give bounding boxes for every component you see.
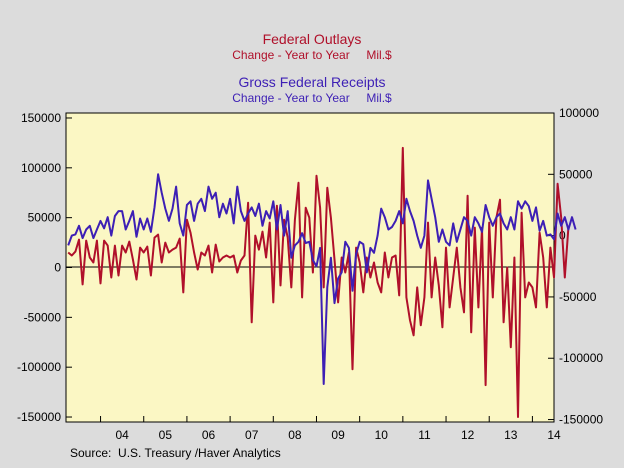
x-axis-tick-label: 14 [547, 428, 561, 442]
left-axis-tick-label: -150000 [17, 410, 61, 424]
source-note: Source: U.S. Treasury /Haver Analytics [70, 446, 281, 460]
x-axis-tick-label: 05 [159, 428, 173, 442]
series-layer [67, 146, 577, 418]
right-axis-tick-label: -100000 [559, 351, 603, 365]
left-axis-tick-label: -100000 [17, 360, 61, 374]
series-line-outlays [67, 146, 570, 418]
chart-subtitle-outlays: Change - Year to Year Mil.$ [232, 48, 392, 62]
right-axis-tick-label: -50000 [559, 290, 597, 304]
right-axis-tick-label: -150000 [559, 413, 603, 427]
x-axis-tick-label: 11 [418, 428, 431, 442]
left-axis-tick-label: 0 [54, 261, 61, 275]
left-axis-tick-label: 50000 [28, 211, 62, 225]
chart-title-receipts: Gross Federal Receipts [238, 74, 385, 90]
x-axis: 04 05 06 07 08 09 10 11 12 13 14 [100, 416, 561, 442]
x-axis-tick-label: 07 [245, 428, 259, 442]
x-axis-tick-label: 12 [461, 428, 475, 442]
left-axis-tick-label: -50000 [24, 310, 62, 324]
chart-title-outlays: Federal Outlays [263, 31, 362, 47]
x-axis-tick-label: 06 [202, 428, 216, 442]
left-axis: 150000 100000 50000 0 -50000 -100000 -150000 [17, 111, 72, 424]
left-axis-tick-label: 150000 [21, 111, 61, 125]
x-axis-tick-label: 09 [331, 428, 345, 442]
x-axis-tick-label: 13 [504, 428, 518, 442]
x-axis-tick-label: 10 [375, 428, 389, 442]
x-axis-tick-label: 04 [115, 428, 129, 442]
x-axis-tick-label: 08 [288, 428, 302, 442]
left-axis-tick-label: 100000 [21, 161, 61, 175]
right-axis-tick-label: 100000 [559, 106, 599, 120]
right-axis-tick-label: 50000 [559, 167, 593, 181]
chart-subtitle-receipts: Change - Year to Year Mil.$ [232, 91, 392, 105]
series-line-receipts [67, 173, 577, 385]
